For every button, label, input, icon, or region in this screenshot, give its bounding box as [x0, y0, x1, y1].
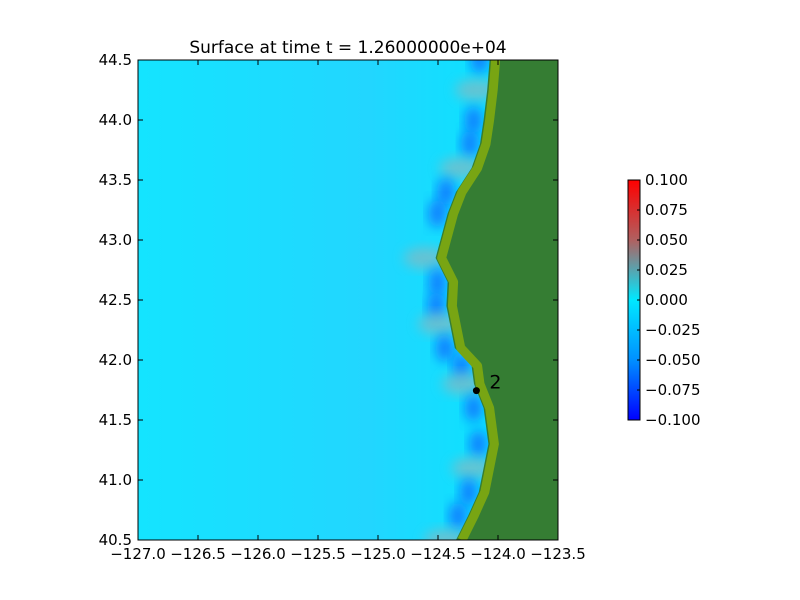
y-tick-label: 42.0 [99, 351, 132, 369]
colorbar-tick-label: 0.050 [645, 231, 688, 249]
y-tick-label: 44.5 [99, 51, 132, 69]
negative-anomaly-patch [428, 268, 447, 296]
colorbar-ticks: 0.100 0.075 0.050 0.025 0.000 −0.025 −0.050 −0.… [637, 171, 701, 429]
negative-anomaly-patch [437, 178, 455, 206]
x-tick-label: −125.5 [290, 545, 346, 563]
shore-band [437, 60, 501, 540]
positive-anomaly-patch [424, 529, 468, 540]
negative-anomaly-patch [469, 430, 488, 458]
colorbar: 0.100 0.075 0.050 0.025 0.000 −0.025 −0.050 −0.… [627, 171, 701, 429]
negative-anomaly-patch [464, 394, 483, 422]
x-tick-label: −126.5 [170, 545, 226, 563]
colorbar-tick-label: −0.050 [645, 351, 701, 369]
colorbar-tick-label: −0.025 [645, 321, 701, 339]
colorbar-tick-label: 0.000 [645, 291, 688, 309]
gauge-marker-dot [472, 387, 480, 395]
x-axis: −127.0 −126.5 −126.0 −125.5 −125.0 −124.5 −124… [110, 60, 586, 563]
y-tick-label: 41.5 [99, 411, 132, 429]
x-tick-label: −123.5 [530, 545, 586, 563]
land-mask [435, 60, 558, 540]
plot-area [138, 60, 558, 540]
y-tick-label: 41.0 [99, 471, 132, 489]
negative-anomaly-patch [470, 60, 489, 74]
chart-title: Surface at time t = 1.26000000e+04 [189, 38, 506, 58]
colorbar-tick-label: −0.100 [645, 411, 701, 429]
y-tick-label: 40.5 [99, 531, 132, 549]
y-tick-label: 42.5 [99, 291, 132, 309]
colorbar-tick-label: 0.025 [645, 261, 688, 279]
y-tick-label: 44.0 [99, 111, 132, 129]
x-tick-label: −124.0 [470, 545, 526, 563]
colorbar-tick-label: 0.100 [645, 171, 688, 189]
gauge-marker-label: 2 [489, 372, 501, 394]
x-tick-label: −125.0 [350, 545, 406, 563]
negative-anomaly-patch [428, 199, 447, 228]
colorbar-tick-label: 0.075 [645, 201, 688, 219]
y-tick-label: 43.5 [99, 171, 132, 189]
negative-anomaly-patch [464, 106, 483, 134]
negative-anomaly-patch [427, 292, 446, 320]
y-axis: 40.5 41.0 41.5 42.0 42.5 43.0 43.5 44.0 44.5 [99, 51, 558, 549]
y-tick-label: 43.0 [99, 231, 132, 249]
x-tick-label: −126.0 [230, 545, 286, 563]
colorbar-tick-label: −0.075 [645, 381, 701, 399]
x-tick-label: −124.5 [410, 545, 466, 563]
x-tick-label: −127.0 [110, 545, 166, 563]
negative-anomaly-patch [449, 502, 467, 530]
negative-anomaly-patch [461, 130, 479, 158]
gauge-markers: 2 [472, 372, 501, 395]
negative-anomaly-patch [459, 478, 478, 506]
negative-anomaly-patch [435, 334, 454, 362]
positive-anomaly-patch [403, 247, 448, 269]
